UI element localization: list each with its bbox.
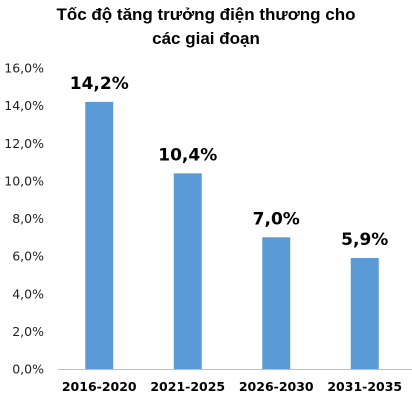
y-tick-label: 10,0% [4,173,44,188]
y-tick-label: 6,0% [12,249,44,264]
y-tick-label: 2,0% [12,324,44,339]
y-tick-label: 4,0% [12,286,44,301]
y-tick-label: 16,0% [4,61,44,76]
chart-title: Tốc độ tăng trưởng điện thương cho các g… [0,3,412,51]
bar [85,101,114,370]
chart-title-line-1: Tốc độ tăng trưởng điện thương cho [56,5,356,24]
bar [350,258,379,369]
bar [173,173,202,369]
y-tick-label: 14,0% [4,98,44,113]
chart-title-line-2: các giai đoạn [152,29,260,48]
x-tick-label: 2021-2025 [150,379,225,394]
data-label: 14,2% [70,74,129,94]
x-tick-label: 2031-2035 [327,379,402,394]
data-label: 10,4% [158,145,217,165]
bar [262,237,291,369]
data-label: 5,9% [341,230,388,250]
y-tick-label: 12,0% [4,136,44,151]
data-label: 7,0% [253,209,300,229]
x-tick-label: 2026-2030 [239,379,314,394]
y-tick-label: 0,0% [12,362,44,377]
y-tick-label: 8,0% [12,211,44,226]
x-tick-label: 2016-2020 [62,379,137,394]
